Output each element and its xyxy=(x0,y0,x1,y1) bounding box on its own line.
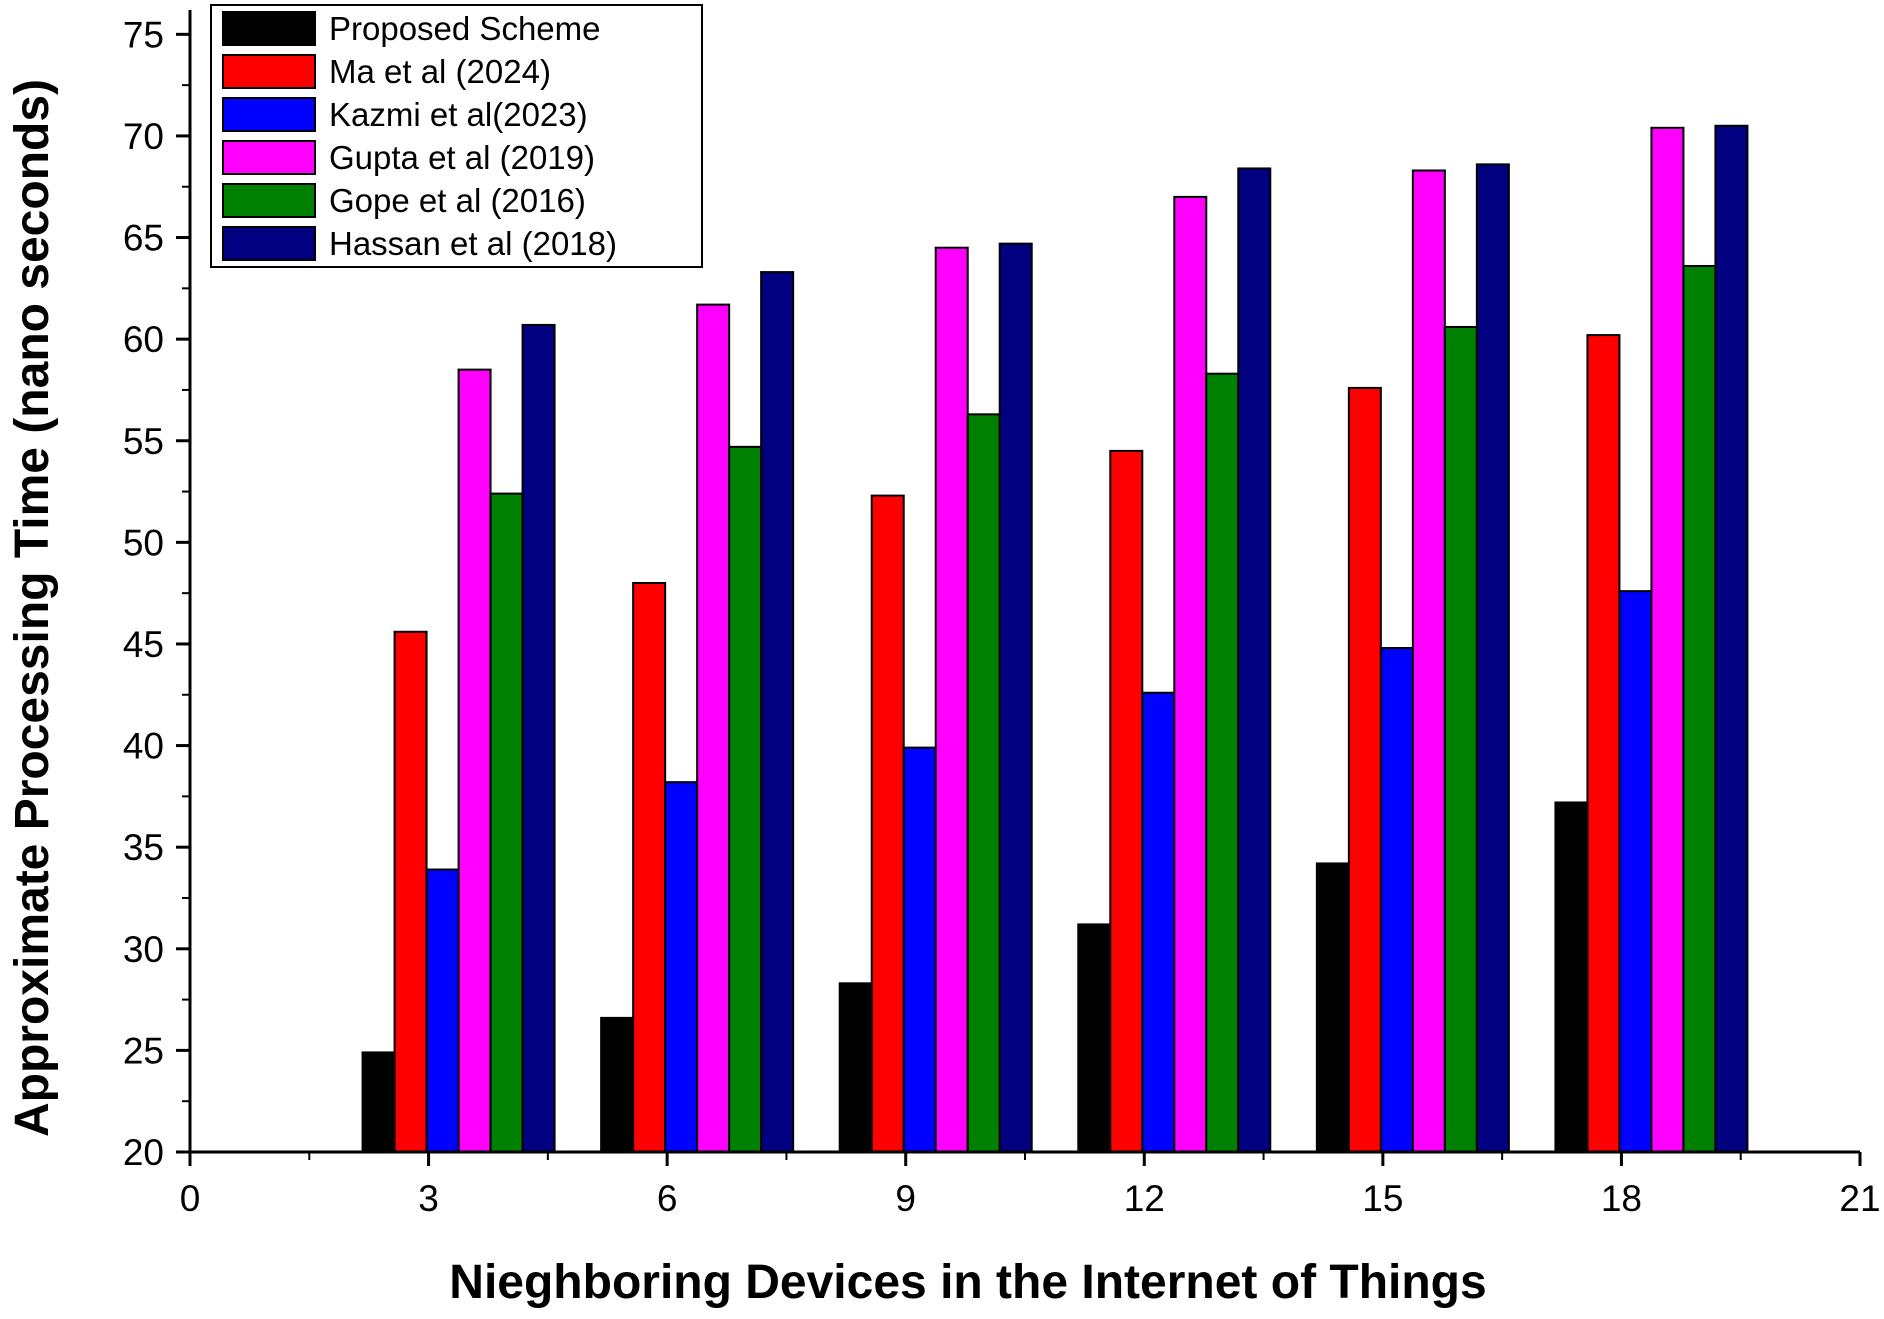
bar-ma-et-al-2024--18 xyxy=(1586,334,1621,1154)
legend-label: Gupta et al (2019) xyxy=(329,139,595,176)
x-tick-label: 6 xyxy=(657,1178,678,1219)
legend: Proposed Scheme Ma et al (2024) Kazmi et a… xyxy=(210,4,703,268)
bar-hassan-et-al-2018--6 xyxy=(760,271,795,1153)
bar-gope-et-al-2016--3 xyxy=(489,492,524,1154)
bar-hassan-et-al-2018--18 xyxy=(1714,124,1749,1154)
legend-label: Proposed Scheme xyxy=(329,10,601,47)
bar-kazmi-et-al-2023--18 xyxy=(1618,590,1653,1153)
bar-gupta-et-al-2019--18 xyxy=(1650,126,1685,1153)
bar-kazmi-et-al-2023--15 xyxy=(1379,647,1414,1153)
legend-swatch xyxy=(222,11,316,46)
y-tick-label: 35 xyxy=(123,827,164,868)
bar-gupta-et-al-2019--9 xyxy=(934,246,969,1154)
x-axis-title: Nieghboring Devices in the Internet of T… xyxy=(449,1256,1486,1309)
legend-swatch xyxy=(222,183,316,218)
x-tick-label: 15 xyxy=(1362,1178,1403,1219)
legend-swatch xyxy=(222,54,316,89)
bar-ma-et-al-2024--9 xyxy=(870,494,905,1153)
x-tick-label: 21 xyxy=(1839,1178,1880,1219)
legend-label: Kazmi et al(2023) xyxy=(329,96,588,133)
legend-label: Hassan et al (2018) xyxy=(329,225,617,262)
x-tick-label: 0 xyxy=(180,1178,201,1219)
bar-hassan-et-al-2018--12 xyxy=(1237,167,1272,1153)
bar-proposed-scheme-3 xyxy=(361,1051,396,1154)
bar-proposed-scheme-15 xyxy=(1315,862,1350,1154)
y-tick-label: 60 xyxy=(123,319,164,360)
y-tick-label: 40 xyxy=(123,726,164,767)
legend-swatch xyxy=(222,140,316,175)
bar-gope-et-al-2016--9 xyxy=(966,413,1001,1153)
legend-swatch xyxy=(222,97,316,132)
y-axis-title: Approximate Processing Time (nano second… xyxy=(6,79,59,1137)
y-tick-label: 55 xyxy=(123,421,164,462)
bar-hassan-et-al-2018--3 xyxy=(521,323,556,1153)
bar-kazmi-et-al-2023--6 xyxy=(664,781,699,1154)
bar-ma-et-al-2024--12 xyxy=(1109,449,1144,1153)
legend-swatch xyxy=(222,226,316,261)
bar-proposed-scheme-18 xyxy=(1554,801,1589,1153)
legend-label: Gope et al (2016) xyxy=(329,182,586,219)
bar-proposed-scheme-9 xyxy=(838,982,873,1154)
bar-proposed-scheme-12 xyxy=(1077,923,1112,1154)
x-tick-label: 12 xyxy=(1124,1178,1165,1219)
x-tick-label: 3 xyxy=(418,1178,439,1219)
y-tick-label: 70 xyxy=(123,116,164,157)
bar-gope-et-al-2016--12 xyxy=(1205,372,1240,1154)
y-tick-label: 50 xyxy=(123,522,164,563)
bar-kazmi-et-al-2023--3 xyxy=(425,868,460,1154)
x-tick-label: 18 xyxy=(1601,1178,1642,1219)
bar-hassan-et-al-2018--9 xyxy=(998,242,1033,1153)
y-tick-label: 20 xyxy=(123,1132,164,1173)
bar-kazmi-et-al-2023--12 xyxy=(1141,691,1176,1153)
bar-gope-et-al-2016--6 xyxy=(728,445,763,1153)
x-tick-label: 9 xyxy=(895,1178,916,1219)
bar-hassan-et-al-2018--15 xyxy=(1475,163,1510,1153)
bar-gupta-et-al-2019--3 xyxy=(457,368,492,1153)
legend-box xyxy=(210,4,703,268)
bar-gope-et-al-2016--15 xyxy=(1443,325,1478,1153)
bar-gupta-et-al-2019--12 xyxy=(1173,195,1208,1153)
bar-gupta-et-al-2019--15 xyxy=(1411,169,1446,1154)
bar-gope-et-al-2016--18 xyxy=(1682,264,1717,1153)
y-tick-label: 45 xyxy=(123,624,164,665)
ticks-group: 20 25 30 35 40 45 50 55 60 65 70 75 0 3 6 9 12 15 18 21 xyxy=(123,14,1881,1219)
y-tick-label: 25 xyxy=(123,1030,164,1071)
y-tick-label: 30 xyxy=(123,929,164,970)
bar-ma-et-al-2024--6 xyxy=(632,582,667,1153)
bar-gupta-et-al-2019--6 xyxy=(696,303,731,1153)
bar-ma-et-al-2024--15 xyxy=(1347,386,1382,1153)
bars-group xyxy=(361,124,1749,1154)
bar-kazmi-et-al-2023--9 xyxy=(902,746,937,1153)
y-tick-label: 75 xyxy=(123,14,164,55)
bar-ma-et-al-2024--3 xyxy=(393,630,428,1153)
bar-proposed-scheme-6 xyxy=(600,1016,635,1154)
legend-label: Ma et al (2024) xyxy=(329,53,551,90)
y-tick-label: 65 xyxy=(123,218,164,259)
